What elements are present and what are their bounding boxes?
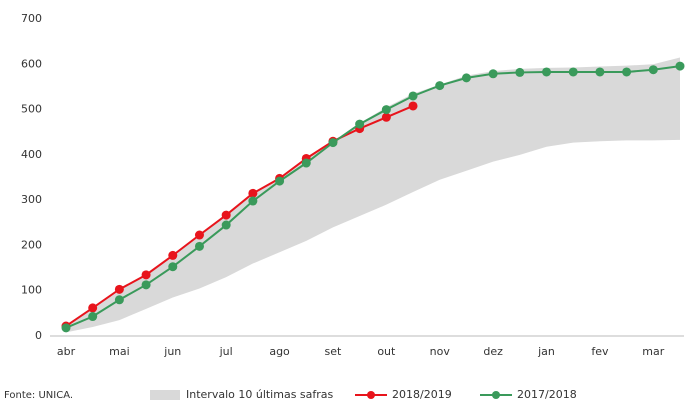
data-point [595, 67, 604, 76]
data-point [382, 105, 391, 114]
x-tick-label: out [377, 345, 396, 358]
data-point [676, 62, 685, 71]
y-tick-label: 100 [21, 284, 42, 297]
data-point [355, 120, 364, 129]
x-tick-label: abr [57, 345, 76, 358]
range-band [66, 57, 680, 332]
x-tick-label: jan [537, 345, 555, 358]
data-point [542, 67, 551, 76]
x-tick-label: mar [642, 345, 664, 358]
data-point [569, 67, 578, 76]
data-point [88, 312, 97, 321]
data-point [302, 159, 311, 168]
data-point [489, 69, 498, 78]
data-point [649, 65, 658, 74]
x-tick-label: ago [269, 345, 290, 358]
data-point [328, 138, 337, 147]
data-point [62, 323, 71, 332]
data-point [382, 113, 391, 122]
data-point [409, 101, 418, 110]
y-tick-label: 0 [35, 329, 42, 342]
data-point [195, 242, 204, 251]
x-tick-label: dez [483, 345, 503, 358]
x-tick-label: nov [430, 345, 451, 358]
data-point [115, 295, 124, 304]
data-point [409, 91, 418, 100]
legend-marker [367, 391, 375, 399]
x-tick-label: jul [219, 345, 233, 358]
data-point [142, 280, 151, 289]
y-tick-label: 600 [21, 57, 42, 70]
data-point [142, 270, 151, 279]
data-point [435, 81, 444, 90]
x-tick-label: set [325, 345, 342, 358]
legend-marker [492, 391, 500, 399]
chart: Fonte: UNICA. 0 100 200 300 400 500 600 700 abr m… [0, 0, 691, 403]
x-tick-label: mai [109, 345, 130, 358]
source-note: Fonte: UNICA. [4, 390, 73, 401]
legend-label: Intervalo 10 últimas safras [186, 388, 334, 401]
data-point [195, 231, 204, 240]
data-point [168, 251, 177, 260]
x-tick-label: fev [591, 345, 609, 358]
y-tick-label: 700 [21, 12, 42, 25]
y-tick-label: 400 [21, 148, 42, 161]
y-tick-label: 500 [21, 103, 42, 116]
legend-swatch [150, 390, 180, 400]
data-point [622, 67, 631, 76]
data-point [222, 211, 231, 220]
legend-label: 2018/2019 [392, 388, 452, 401]
data-point [515, 68, 524, 77]
x-tick-label: jun [163, 345, 181, 358]
y-tick-label: 300 [21, 193, 42, 206]
y-tick-label: 200 [21, 238, 42, 251]
data-point [248, 197, 257, 206]
data-point [462, 73, 471, 82]
data-point [275, 177, 284, 186]
data-point [248, 189, 257, 198]
data-point [115, 285, 124, 294]
data-point [222, 221, 231, 230]
legend-label: 2017/2018 [517, 388, 577, 401]
data-point [88, 303, 97, 312]
data-point [168, 262, 177, 271]
